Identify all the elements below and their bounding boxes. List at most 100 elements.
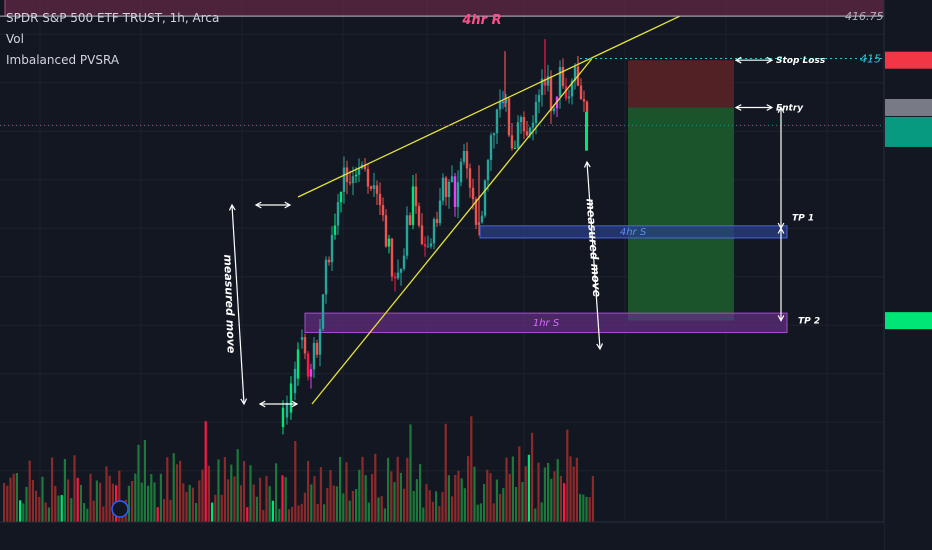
volume-bar bbox=[579, 494, 582, 522]
candle-body bbox=[330, 234, 334, 263]
resistance-4hr-label: 4hr R bbox=[461, 13, 501, 28]
candle-body bbox=[363, 164, 367, 169]
volume-bar bbox=[345, 462, 348, 522]
arrow-bottom-left-head bbox=[291, 400, 299, 408]
volume-bar bbox=[374, 453, 377, 522]
volume-bar bbox=[25, 486, 28, 522]
volume-bar bbox=[329, 470, 332, 522]
candle-body bbox=[414, 186, 418, 207]
candle-body bbox=[522, 117, 526, 132]
volume-bar bbox=[214, 494, 217, 522]
volume-bar bbox=[255, 496, 258, 522]
volume-bar bbox=[294, 441, 297, 522]
volume-bar bbox=[566, 429, 569, 522]
volume-bar bbox=[396, 456, 399, 522]
volume-bar bbox=[303, 492, 306, 522]
volume-bar bbox=[265, 475, 268, 522]
volume-bar bbox=[79, 484, 82, 522]
candle-body bbox=[432, 219, 436, 244]
volume-bar bbox=[428, 490, 431, 522]
candle-body bbox=[293, 368, 297, 394]
volume-bar bbox=[486, 469, 489, 522]
volume-bar bbox=[463, 488, 466, 522]
volume-bar bbox=[457, 470, 460, 522]
volume-bar bbox=[41, 476, 44, 522]
volume-bar bbox=[233, 476, 236, 522]
candle-body bbox=[558, 67, 562, 97]
candle-body bbox=[327, 259, 331, 263]
volume-bar bbox=[195, 503, 198, 522]
volume-bar bbox=[412, 491, 415, 522]
candle-body bbox=[489, 135, 493, 161]
candle-body bbox=[438, 200, 442, 224]
volume-bar bbox=[348, 500, 351, 522]
volume-bar bbox=[393, 482, 396, 522]
volume-bar bbox=[553, 471, 556, 522]
volume-bar bbox=[527, 454, 530, 522]
volume-bar bbox=[102, 506, 105, 522]
volume-bar bbox=[172, 453, 175, 522]
volume-bar bbox=[521, 482, 524, 522]
measured-move-left-label: measured move bbox=[221, 254, 237, 354]
volume-bar bbox=[537, 462, 540, 522]
volume-bar bbox=[236, 449, 239, 522]
candle-body bbox=[402, 255, 406, 269]
arrow-tp1-head bbox=[777, 106, 785, 114]
zones-layer bbox=[4, 0, 885, 334]
volume-bar bbox=[156, 507, 159, 522]
candle-body bbox=[582, 99, 586, 102]
volume-bar bbox=[95, 480, 98, 522]
volume-bar bbox=[230, 464, 233, 522]
volume-bar bbox=[252, 484, 255, 522]
candle-body bbox=[408, 215, 412, 225]
volume-bar bbox=[76, 477, 79, 522]
volume-bar bbox=[371, 474, 374, 522]
volume-bar bbox=[399, 472, 402, 522]
volume-bar bbox=[6, 485, 9, 522]
arrow-entry-head bbox=[734, 104, 742, 111]
volume-bar bbox=[188, 484, 191, 522]
volume-bar bbox=[73, 455, 76, 522]
candle-body bbox=[453, 176, 457, 207]
volume-bar bbox=[262, 510, 265, 522]
volume-bar bbox=[57, 495, 60, 522]
volume-bar bbox=[473, 466, 476, 522]
candle-body bbox=[450, 176, 454, 182]
pvsra-indicator-label[interactable]: Imbalanced PVSRA bbox=[6, 53, 120, 67]
candle-body bbox=[564, 85, 568, 99]
volume-bar bbox=[19, 500, 22, 522]
volume-bar bbox=[220, 494, 223, 522]
arrow-measured-right bbox=[586, 161, 601, 350]
candles-layer bbox=[281, 39, 589, 435]
candle-body bbox=[579, 85, 583, 100]
volume-bar bbox=[278, 508, 281, 522]
candle-body bbox=[300, 337, 304, 340]
candle-body bbox=[504, 98, 508, 104]
candle-body bbox=[333, 225, 337, 235]
candle-body bbox=[303, 337, 307, 354]
candle-body bbox=[411, 186, 415, 225]
volume-indicator-label[interactable]: Vol bbox=[6, 32, 24, 46]
volume-bar bbox=[364, 475, 367, 522]
symbol-title[interactable]: SPDR S&P 500 ETF TRUST, 1h, Arca bbox=[6, 11, 220, 25]
measured-move-right-label: measured move bbox=[584, 198, 604, 298]
candle-body bbox=[483, 180, 487, 216]
volume-bar bbox=[134, 473, 137, 522]
volume-bar bbox=[454, 475, 457, 522]
volume-bar bbox=[153, 482, 156, 522]
candle-body bbox=[585, 111, 588, 151]
entry-label: Entry bbox=[776, 103, 804, 113]
support-4hr-zone bbox=[479, 225, 788, 239]
candle-body bbox=[429, 243, 433, 247]
volume-bar bbox=[499, 493, 502, 522]
candle-body bbox=[549, 76, 553, 112]
volume-bar bbox=[342, 493, 345, 522]
candle-body bbox=[441, 177, 445, 201]
volume-bar bbox=[310, 484, 313, 522]
volume-bar bbox=[582, 494, 585, 522]
volume-bar bbox=[387, 457, 390, 522]
volume-bar bbox=[201, 469, 204, 522]
volume-bar bbox=[492, 503, 495, 522]
